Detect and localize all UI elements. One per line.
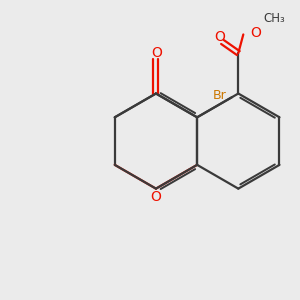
Text: O: O [214,30,225,44]
Text: O: O [151,190,161,204]
Text: CH₃: CH₃ [264,12,285,25]
Text: O: O [250,26,261,40]
Text: Br: Br [213,89,227,102]
Text: O: O [151,46,162,60]
